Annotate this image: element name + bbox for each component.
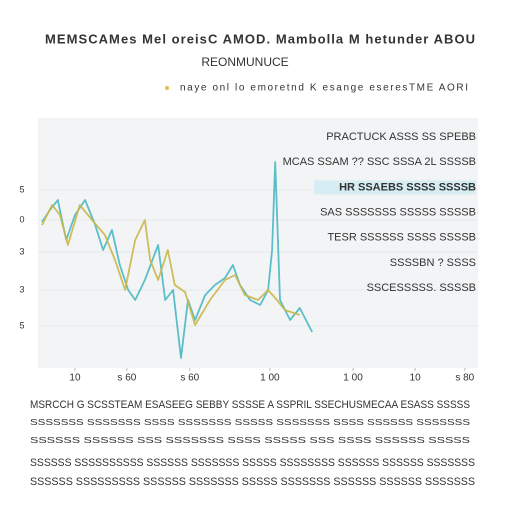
annotation: HR SSAEBS SSSS SSSSB — [339, 181, 476, 193]
x-tick-label: 10 — [410, 373, 422, 384]
highlight — [314, 180, 476, 195]
table-row: SSSSSS SSSSSSSSSS SSSSSS SSSSSSS SSSSS S… — [30, 457, 475, 469]
table-row: MSRCCH G SCSSTEAM ESASEEG SEBBY SSSSE A … — [30, 399, 470, 411]
y-tick-label: 5 — [19, 320, 24, 330]
line-series — [41, 161, 313, 359]
table-row: SSSSSS SSSSSSSSS SSSSSS SSSSSSS SSSSS SS… — [30, 476, 475, 488]
x-tick-label: 1 00 — [343, 373, 363, 384]
annotation: SSSSBN ? SSSS — [390, 257, 476, 269]
legend-dot — [165, 86, 169, 90]
y-tick-label: 3 — [19, 246, 24, 256]
annotation: TESR SSSSSS SSSS SSSSB — [327, 232, 476, 244]
legend-text: naye onl lo emoretnd K esange eseresTME … — [180, 83, 468, 94]
y-tick-label: 5 — [19, 184, 24, 194]
y-tick-label: 3 — [19, 284, 24, 294]
x-tick-label: s 60 — [117, 373, 136, 384]
annotation: MCAS SSAM ?? SSC SSSA 2L SSSSB — [283, 156, 476, 168]
x-tick-label: s 60 — [180, 373, 199, 384]
table-row: SSSSSSS SSSSSSS SSSS SSSSSSS SSSSS SSSSS… — [30, 418, 470, 427]
annotation: SAS SSSSSSS SSSSS SSSSB — [320, 207, 476, 219]
annotation: PRACTUCK ASSS SS SPEBB — [326, 131, 476, 143]
x-tick-label: s 80 — [455, 373, 474, 384]
x-tick-label: 1 00 — [260, 373, 280, 384]
chart-subtitle: REONMUNUCE — [201, 55, 288, 69]
x-tick-label: 10 — [69, 373, 81, 384]
y-tick-label: 0 — [19, 214, 24, 224]
table-row: SSSSSS SSSSSS SSS SSSSSSS SSSS SSSSS SSS… — [30, 436, 470, 445]
annotation: SSCESSSSS. SSSSB — [367, 282, 476, 294]
line-series — [41, 204, 301, 326]
chart-title: MEMSCAMes Mel oreisC AMOD. Mambolla M he… — [45, 31, 475, 46]
